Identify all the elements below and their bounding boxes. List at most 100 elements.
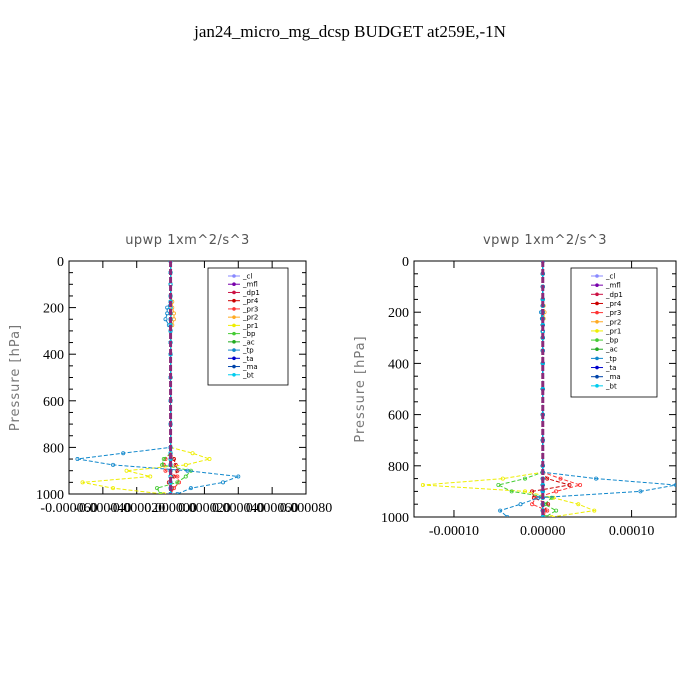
upwp-y-tick-label: 1000: [36, 488, 64, 503]
vpwp-y-tick-label: 400: [388, 357, 409, 372]
figure-title: jan24_micro_mg_dcsp BUDGET at259E,-1N: [194, 22, 506, 41]
vpwp-legend-label: _pr2: [605, 318, 621, 326]
vpwp-point-pr1: [420, 482, 425, 487]
upwp-x-tick-label: -0.000040: [74, 501, 131, 516]
upwp-legend-label: _pr4: [242, 297, 259, 305]
vpwp-legend-marker: [595, 347, 599, 352]
upwp-legend-label: _ma: [242, 363, 258, 371]
vpwp-legend-label: _ma: [605, 373, 621, 381]
vpwp-y-tick-label: 1000: [381, 511, 409, 526]
vpwp-point-tp: [594, 476, 599, 481]
vpwp-legend: _cl_mfl_dp1_pr4_pr3_pr2_pr1_bp_ac_tp_ta_…: [570, 267, 658, 398]
vpwp-legend-label: _pr4: [605, 300, 622, 308]
upwp-point-pr1: [80, 480, 85, 485]
upwp-legend-label: _pr1: [242, 322, 258, 330]
vpwp-legend-marker: [595, 356, 599, 361]
vpwp-legend-label: _bp: [605, 337, 619, 345]
upwp-y-axis-label: Pressure [hPa]: [8, 324, 23, 431]
upwp-point-tp: [188, 486, 193, 491]
upwp-y-tick-label: 400: [43, 348, 64, 363]
upwp-legend-label: _mfl: [242, 281, 258, 289]
upwp-legend-marker: [232, 331, 236, 336]
upwp-chart-title: upwp 1xm^2/s^3: [125, 233, 250, 248]
upwp-legend-marker: [232, 307, 236, 311]
upwp-point-pr1: [111, 486, 116, 491]
upwp-legend-label: _ac: [242, 338, 255, 346]
upwp-point-pr1: [124, 468, 129, 473]
vpwp-point-pr1: [523, 489, 528, 494]
vpwp-legend-label: _pr3: [605, 309, 621, 317]
vpwp-y-tick-label: 800: [388, 460, 409, 475]
vpwp-series-pr4: [531, 261, 570, 517]
upwp-point-bp: [160, 462, 165, 467]
vpwp-legend-label: _ac: [605, 346, 618, 354]
vpwp-point-bp: [523, 476, 528, 481]
vpwp-legend-label: _mfl: [605, 282, 621, 290]
upwp-point-pr1: [148, 474, 153, 479]
vpwp-point-pr3: [530, 502, 535, 507]
upwp-point-bp: [158, 492, 163, 494]
vpwp-point-bp: [509, 489, 514, 494]
upwp-point-tp: [221, 480, 226, 485]
vpwp-point-bp: [543, 515, 548, 517]
vpwp-legend-label: _cl: [605, 273, 615, 281]
upwp-x-tick-label: 0.000000: [144, 501, 197, 516]
upwp-legend-marker: [232, 340, 236, 344]
upwp-point-bp: [161, 457, 166, 462]
upwp-x-tick-label: 0.000020: [178, 501, 231, 516]
vpwp-y-axis-label: Pressure [hPa]: [353, 335, 368, 442]
vpwp-legend-marker: [595, 301, 599, 306]
vpwp-x-tick-label: 0.00000: [520, 524, 566, 539]
vpwp-y-tick-label: 600: [388, 409, 409, 424]
upwp-legend-marker: [232, 372, 236, 377]
vpwp-legend-marker: [595, 329, 599, 333]
upwp-point-tp: [121, 451, 126, 456]
upwp-x-tick-label: -0.000020: [108, 501, 165, 516]
upwp-point-pr1: [207, 457, 212, 462]
upwp-legend-marker: [232, 348, 236, 352]
upwp-point-bp: [155, 486, 160, 491]
vpwp-legend-marker: [595, 292, 599, 297]
vpwp-point-pr1: [592, 508, 597, 513]
upwp-point-bp: [183, 474, 188, 479]
vpwp-legend-marker: [595, 338, 599, 342]
vpwp-legend-marker: [595, 319, 599, 324]
vpwp-legend-marker: [595, 365, 599, 370]
vpwp-point-pr3: [578, 482, 583, 487]
vpwp-point-tp: [518, 502, 523, 507]
vpwp-x-tick-label: -0.00010: [429, 524, 479, 539]
vpwp-legend-label: _dp1: [605, 291, 623, 299]
upwp-point-bt: [168, 492, 173, 494]
vpwp-legend-marker: [595, 310, 599, 315]
upwp-point-bp: [175, 480, 180, 485]
vpwp-legend-marker: [595, 384, 599, 388]
vpwp-series-pr1: [422, 261, 597, 517]
vpwp-point-tp: [536, 495, 541, 500]
upwp-legend-label: _bp: [242, 330, 256, 338]
upwp-legend-marker: [232, 282, 236, 287]
vpwp-point-bt: [540, 515, 545, 517]
vpwp-y-tick-label: 0: [402, 255, 409, 270]
upwp-x-tick-label: 0.000040: [212, 501, 265, 516]
upwp-point-tp: [111, 462, 116, 467]
vpwp-legend-marker: [595, 283, 599, 287]
vpwp-point-bp: [554, 508, 559, 513]
vpwp-chart-title: vpwp 1xm^2/s^3: [483, 233, 607, 248]
vpwp-point-pr3: [554, 489, 559, 494]
vpwp-point-pr3: [558, 476, 563, 481]
upwp-point-tp: [185, 468, 190, 473]
upwp-point-pr3: [163, 468, 168, 473]
vpwp-point-tp: [638, 489, 643, 494]
upwp-x-tick-label: 0.000080: [280, 501, 333, 516]
upwp-legend-label: _pr3: [242, 305, 258, 313]
upwp-point-pr3: [175, 474, 180, 479]
vpwp-series-group: [420, 261, 676, 517]
upwp-point-tp: [75, 457, 80, 462]
upwp-legend-marker: [232, 364, 236, 369]
vpwp-point-pr4: [545, 476, 550, 481]
upwp-point-tp: [175, 492, 180, 494]
upwp-legend-marker: [232, 274, 236, 278]
vpwp-y-tick-label: 200: [388, 306, 409, 321]
upwp-y-tick-label: 800: [43, 441, 64, 456]
upwp-legend-box: [207, 267, 289, 386]
